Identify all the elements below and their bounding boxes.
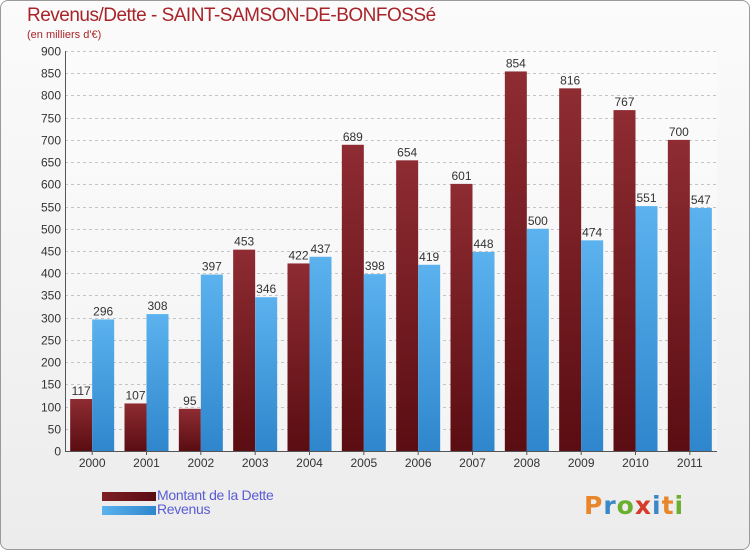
data-label-revenus: 296 xyxy=(93,304,113,318)
y-tick-label: 500 xyxy=(41,223,61,237)
data-label-dette: 95 xyxy=(183,394,197,408)
data-label-dette: 117 xyxy=(72,384,91,398)
x-tick-label: 2010 xyxy=(622,456,649,470)
bar-revenus-2004 xyxy=(309,256,332,451)
x-tick-label: 2009 xyxy=(568,456,595,470)
bar-revenus-2007 xyxy=(472,251,495,451)
y-tick-label: 900 xyxy=(41,45,61,59)
bar-dette-2006 xyxy=(396,160,419,452)
logo-letter: P xyxy=(584,491,604,520)
y-tick-label: 50 xyxy=(48,423,62,437)
logo-letter: o xyxy=(616,491,635,520)
x-tick-label: 2002 xyxy=(187,456,214,470)
bar-dette-2000 xyxy=(70,399,93,451)
data-label-revenus: 474 xyxy=(582,225,602,239)
y-tick-label: 700 xyxy=(41,134,61,148)
data-label-revenus: 551 xyxy=(636,191,656,205)
data-label-revenus: 500 xyxy=(528,214,548,228)
y-tick-label: 150 xyxy=(41,378,61,392)
bar-dette-2009 xyxy=(559,88,582,451)
data-label-dette: 767 xyxy=(614,95,634,109)
data-label-dette: 107 xyxy=(125,388,145,402)
x-tick-label: 2011 xyxy=(677,456,703,470)
bar-dette-2007 xyxy=(450,183,473,451)
data-label-dette: 854 xyxy=(506,56,526,70)
x-tick-label: 2004 xyxy=(296,456,323,470)
data-label-dette: 689 xyxy=(343,130,363,144)
legend-swatch-revenus xyxy=(102,506,156,515)
chart-subtitle: (en milliers d'€) xyxy=(27,29,102,41)
y-tick-label: 550 xyxy=(41,201,61,215)
bar-dette-2005 xyxy=(341,144,364,451)
bar-revenus-2001 xyxy=(146,314,169,451)
y-tick-label: 200 xyxy=(41,356,61,370)
x-tick-label: 2007 xyxy=(459,456,486,470)
data-label-revenus: 448 xyxy=(473,237,493,251)
y-tick-label: 0 xyxy=(54,445,61,459)
y-tick-label: 850 xyxy=(41,67,61,81)
y-tick-label: 350 xyxy=(41,289,61,303)
logo-letter: t xyxy=(661,491,675,520)
data-label-dette: 700 xyxy=(669,125,689,139)
bar-revenus-2003 xyxy=(255,297,278,451)
bar-revenus-2000 xyxy=(92,319,115,451)
bar-revenus-2005 xyxy=(363,274,386,451)
bar-dette-2011 xyxy=(667,139,690,451)
bar-dette-2008 xyxy=(504,71,527,451)
y-tick-label: 300 xyxy=(41,312,61,326)
bar-revenus-2011 xyxy=(689,207,712,451)
bar-revenus-2006 xyxy=(418,264,441,451)
data-label-revenus: 346 xyxy=(256,282,276,296)
data-label-revenus: 419 xyxy=(419,250,439,264)
bar-dette-2004 xyxy=(287,263,310,451)
y-tick-label: 600 xyxy=(41,178,61,192)
x-tick-label: 2001 xyxy=(133,456,160,470)
x-tick-label: 2003 xyxy=(242,456,269,470)
bar-dette-2003 xyxy=(233,249,256,451)
data-label-revenus: 398 xyxy=(365,259,385,273)
data-label-revenus: 308 xyxy=(147,299,167,313)
data-label-revenus: 397 xyxy=(202,260,222,274)
bar-revenus-2010 xyxy=(635,206,658,451)
x-tick-label: 2000 xyxy=(79,456,106,470)
logo-letter: r xyxy=(603,491,617,520)
legend-label-dette: Montant de la Dette xyxy=(157,487,274,503)
chart-title: Revenus/Dette - SAINT-SAMSON-DE-BONFOSSé xyxy=(27,5,436,26)
y-tick-label: 450 xyxy=(41,245,61,259)
data-label-dette: 601 xyxy=(451,169,471,183)
y-tick-label: 100 xyxy=(41,401,61,415)
bar-revenus-2008 xyxy=(526,228,549,451)
logo-letter: i xyxy=(674,491,685,520)
proxiti-logo: Proxiti xyxy=(584,491,684,520)
data-label-revenus: 437 xyxy=(310,242,330,256)
x-tick-label: 2008 xyxy=(513,456,540,470)
bar-dette-2001 xyxy=(124,403,147,451)
y-tick-label: 250 xyxy=(41,334,61,348)
data-label-dette: 654 xyxy=(397,145,417,159)
bar-revenus-2009 xyxy=(581,240,604,451)
x-tick-label: 2005 xyxy=(350,456,377,470)
bar-dette-2010 xyxy=(613,110,636,451)
bar-revenus-2002 xyxy=(200,274,223,451)
logo-letter: i xyxy=(652,491,662,520)
legend-label-revenus: Revenus xyxy=(157,501,211,517)
y-tick-label: 800 xyxy=(41,89,61,103)
data-label-dette: 453 xyxy=(234,235,254,249)
data-label-revenus: 547 xyxy=(691,193,711,207)
x-tick-label: 2006 xyxy=(405,456,432,470)
legend-swatch-dette xyxy=(102,492,156,501)
data-label-dette: 816 xyxy=(560,73,580,87)
logo-letter: x xyxy=(634,491,652,520)
data-label-dette: 422 xyxy=(288,248,308,262)
bar-dette-2002 xyxy=(178,408,201,451)
y-tick-label: 750 xyxy=(41,112,61,126)
y-tick-label: 650 xyxy=(41,156,61,170)
y-tick-label: 400 xyxy=(41,267,61,281)
